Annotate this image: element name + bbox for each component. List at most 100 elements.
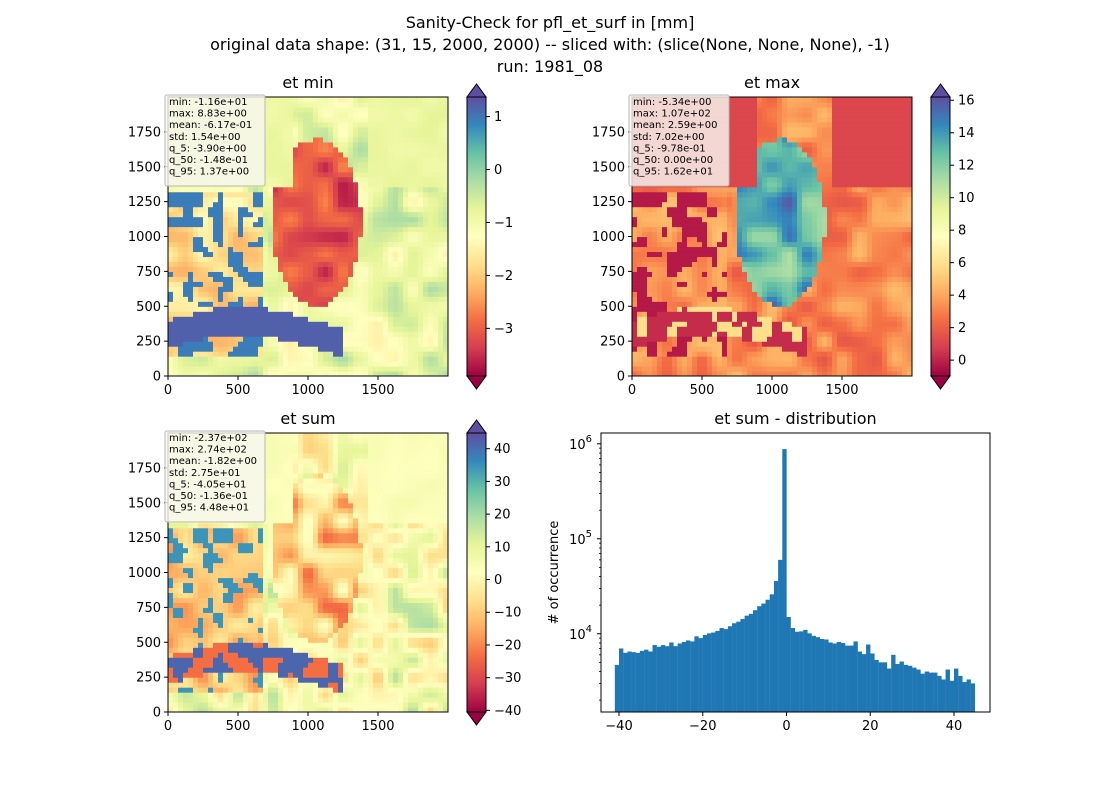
- heatmap-cell: [283, 211, 289, 218]
- heatmap-cell: [293, 97, 299, 103]
- heatmap-cell: [338, 281, 344, 287]
- heatmap-cell: [328, 281, 334, 287]
- heatmap-cell: [283, 351, 289, 357]
- heatmap-cell: [338, 186, 344, 193]
- heatmap-cell: [268, 371, 274, 376]
- heatmap-cell: [747, 211, 753, 218]
- heatmap-cell: [193, 251, 199, 258]
- heatmap-cell: [722, 201, 728, 208]
- heatmap-cell: [168, 286, 174, 292]
- heatmap-cell: [787, 191, 793, 198]
- heatmap-cell: [293, 226, 299, 233]
- heatmap-cell: [338, 151, 344, 158]
- heatmap-cell: [787, 101, 793, 108]
- heatmap-cell: [193, 211, 199, 218]
- heatmap-cell: [782, 331, 788, 337]
- heatmap-cell: [378, 361, 384, 367]
- heatmap-cell: [188, 246, 194, 253]
- heatmap-cell: [268, 226, 274, 233]
- heatmap-cell: [278, 161, 284, 168]
- heatmap-cell: [223, 341, 229, 347]
- heatmap-cell: [697, 211, 703, 218]
- heatmap-cell: [642, 221, 648, 228]
- heatmap-cell: [293, 196, 299, 203]
- heatmap-cell: [418, 321, 424, 327]
- heatmap-cell: [303, 201, 309, 208]
- heatmap-cell: [393, 136, 399, 143]
- heatmap-cell: [173, 246, 179, 253]
- heatmap-cell: [737, 111, 743, 118]
- heatmap-cell: [398, 351, 404, 357]
- heatmap-cell: [228, 266, 234, 272]
- heatmap-cell: [373, 151, 379, 158]
- heatmap-cell: [717, 361, 723, 367]
- heatmap-cell: [752, 201, 758, 208]
- heatmap-cell: [727, 271, 733, 277]
- heatmap-cell: [707, 221, 713, 228]
- heatmap-cell: [403, 231, 409, 238]
- heatmap-cell: [762, 321, 768, 327]
- heatmap-cell: [273, 246, 279, 253]
- colorbar: 10−1−2−3: [466, 83, 513, 390]
- heatmap-cell: [178, 206, 184, 213]
- heatmap-cell: [667, 326, 673, 332]
- heatmap-cell: [732, 341, 738, 347]
- heatmap-cell: [752, 336, 758, 342]
- heatmap-cell: [263, 181, 269, 188]
- heatmap-cell: [702, 251, 708, 258]
- heatmap-cell: [213, 296, 219, 302]
- heatmap-cell: [338, 301, 344, 307]
- heatmap-cell: [318, 261, 324, 267]
- heatmap-cell: [303, 231, 309, 238]
- heatmap-cell: [353, 251, 359, 258]
- heatmap-cell: [358, 136, 364, 143]
- heatmap-cell: [178, 256, 184, 263]
- heatmap-cell: [423, 121, 429, 128]
- heatmap-cell: [313, 366, 319, 372]
- heatmap-cell: [732, 331, 738, 337]
- heatmap-cell: [762, 281, 768, 287]
- heatmap-cell: [423, 241, 429, 248]
- heatmap-cell: [168, 311, 174, 317]
- heatmap-cell: [702, 351, 708, 357]
- heatmap-cell: [318, 111, 324, 118]
- heatmap-cell: [368, 246, 374, 253]
- heatmap-cell: [652, 291, 658, 297]
- heatmap-cell: [333, 356, 339, 362]
- heatmap-cell: [333, 126, 339, 133]
- heatmap-cell: [173, 216, 179, 223]
- heatmap-cell: [273, 131, 279, 138]
- heatmap-cell: [742, 111, 748, 118]
- heatmap-cell: [328, 266, 334, 272]
- heatmap-cell: [717, 216, 723, 223]
- heatmap-cell: [313, 116, 319, 123]
- heatmap-cell: [193, 241, 199, 248]
- heatmap-cell: [403, 191, 409, 198]
- heatmap-cell: [238, 266, 244, 272]
- heatmap-cell: [273, 371, 279, 376]
- heatmap-cell: [208, 296, 214, 302]
- heatmap-cell: [243, 331, 249, 337]
- heatmap-cell: [767, 251, 773, 258]
- heatmap-cell: [762, 226, 768, 233]
- heatmap-cell: [273, 346, 279, 352]
- heatmap-cell: [333, 196, 339, 203]
- heatmap-cell: [228, 291, 234, 297]
- heatmap-cell: [358, 126, 364, 133]
- heatmap-cell: [443, 296, 448, 302]
- heatmap-cell: [208, 356, 214, 362]
- heatmap-cell: [268, 306, 274, 312]
- heatmap-cell: [328, 356, 334, 362]
- heatmap-cell: [308, 111, 314, 118]
- heatmap-cell: [398, 361, 404, 367]
- heatmap-cell: [762, 356, 768, 362]
- heatmap-cell: [772, 191, 778, 198]
- heatmap-cell: [672, 281, 678, 287]
- heatmap-cell: [677, 341, 683, 347]
- heatmap-cell: [313, 181, 319, 188]
- heatmap-cell: [363, 316, 369, 322]
- heatmap-cell: [632, 346, 638, 352]
- heatmap-cell: [722, 316, 728, 322]
- heatmap-cell: [408, 241, 414, 248]
- heatmap-cell: [662, 271, 668, 277]
